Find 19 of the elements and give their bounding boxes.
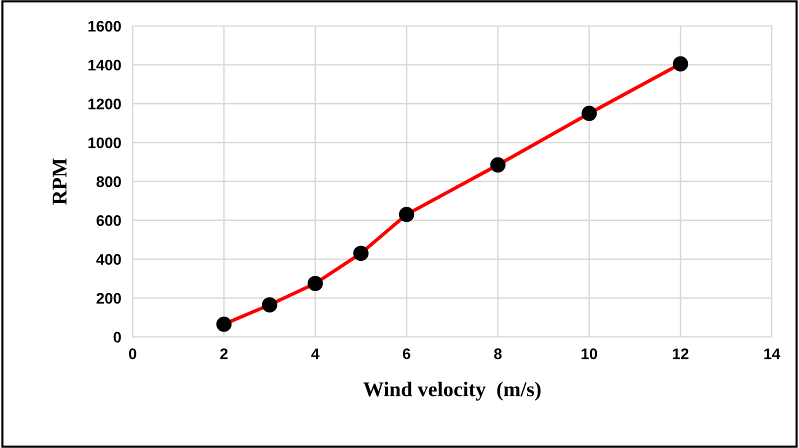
y-axis-title: RPM [52,158,66,205]
y-tick-label: 1000 [88,137,121,148]
y-tick-label: 1200 [88,98,121,110]
x-tick-label: 0 [128,348,136,360]
x-tick-label: 10 [582,348,598,360]
y-tick-label: 1400 [88,60,121,71]
x-tick-label: 8 [494,348,502,360]
y-tick-label: 0 [114,332,121,343]
y-tick-label: 800 [96,176,121,188]
y-tick-label: 200 [96,292,121,304]
x-tick-label: 14 [764,348,780,360]
y-tick-label: 600 [96,215,121,226]
x-tick-label: 2 [220,348,228,360]
x-tick-label: 12 [672,348,688,360]
y-tick-label: 1600 [88,20,121,32]
x-tick-label: 6 [402,348,410,360]
y-tick-label: 400 [96,254,121,265]
x-axis-title: Wind velocity (m/s) [363,382,541,401]
x-tick-label: 4 [311,348,320,360]
